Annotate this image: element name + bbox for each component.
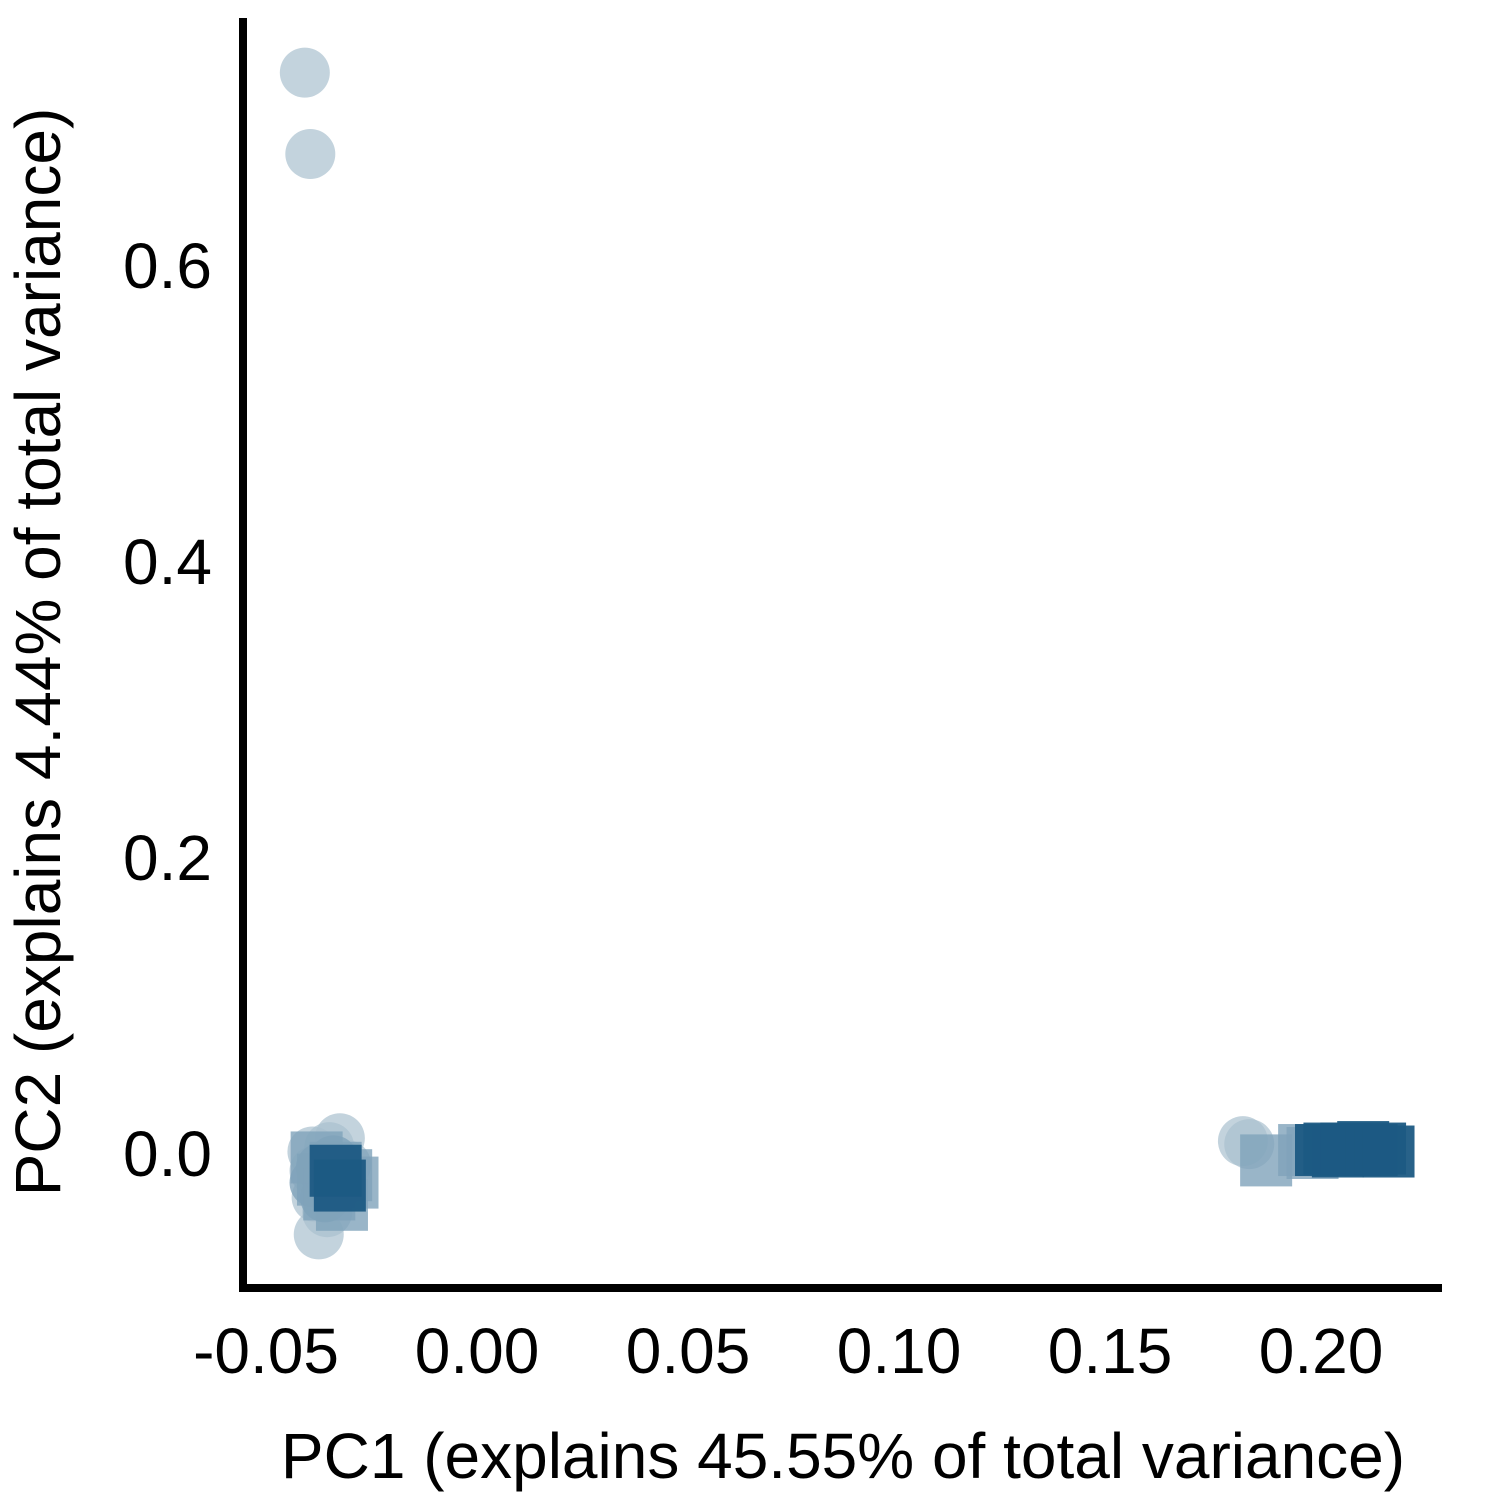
y-tick-label: 0.4 <box>123 526 212 598</box>
x-tick-label: 0.05 <box>626 1315 751 1387</box>
points-layer <box>279 47 1415 1260</box>
x-tick-label: 0.20 <box>1259 1315 1384 1387</box>
data-point-circle <box>285 129 336 179</box>
x-tick-label: 0.00 <box>415 1315 540 1387</box>
data-point-circle <box>279 47 330 98</box>
y-tick-label: 0.0 <box>123 1118 212 1190</box>
data-point-square <box>313 1159 366 1212</box>
x-tick-label: 0.15 <box>1048 1315 1173 1387</box>
x-tick-label: -0.05 <box>193 1315 339 1387</box>
y-axis-title: PC2 (explains 4.44% of total variance) <box>2 108 74 1197</box>
data-point-square <box>1362 1125 1415 1178</box>
y-tick-label: 0.6 <box>123 230 212 302</box>
x-axis-title: PC1 (explains 45.55% of total variance) <box>281 1420 1405 1492</box>
y-tick-labels: 0.0 0.2 0.4 0.6 <box>123 230 212 1190</box>
y-tick-label: 0.2 <box>123 822 212 894</box>
x-tick-labels: -0.05 0.00 0.05 0.10 0.15 0.20 <box>193 1315 1383 1387</box>
x-tick-label: 0.10 <box>837 1315 962 1387</box>
